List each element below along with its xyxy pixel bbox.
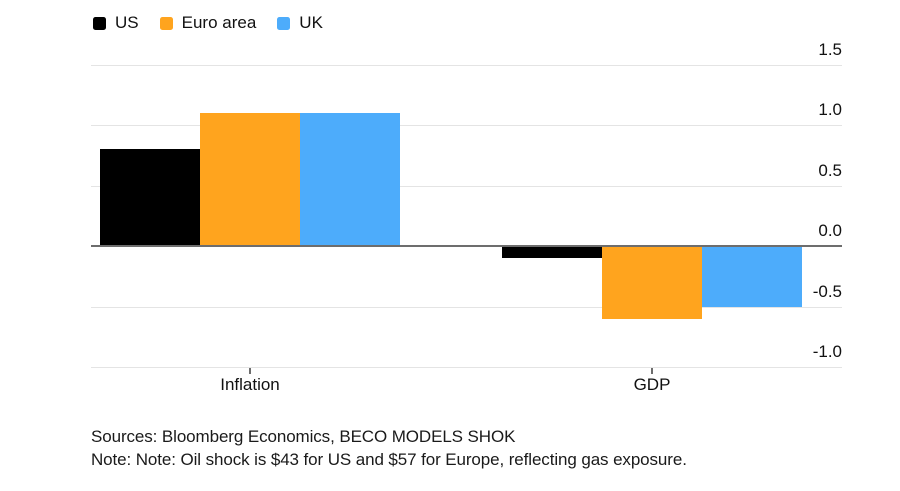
legend-label: US (115, 13, 139, 32)
bar-us-gdp (502, 246, 602, 259)
gridline-1.0 (91, 125, 842, 126)
chart-footnotes: Sources: Bloomberg Economics, BECO MODEL… (91, 425, 687, 471)
legend-item-us: US (93, 11, 139, 35)
legend-item-euro-area: Euro area (159, 11, 257, 35)
bar-euro-area-gdp (602, 246, 702, 319)
bar-uk-inflation (300, 112, 400, 246)
y-axis-label-0.5: 0.5 (818, 160, 842, 180)
x-axis-label-gdp: GDP (633, 375, 671, 394)
bar-euro-area-inflation (200, 112, 300, 246)
note-line: Note: Note: Oil shock is $43 for US and … (91, 450, 687, 469)
y-axis-label--1.0: -1.0 (812, 342, 842, 361)
gridline-1.5 (91, 64, 842, 66)
x-axis-tick-inflation (249, 367, 251, 374)
legend-label: UK (299, 13, 323, 32)
legend-swatch-uk (277, 16, 291, 30)
gridline--0.5 (91, 306, 842, 308)
gridline-0.5 (91, 185, 842, 187)
zero-axis-line (91, 245, 842, 247)
legend-swatch-us (93, 16, 106, 30)
y-axis-label-0.0: 0.0 (818, 221, 842, 240)
y-axis-label-1.0: 1.0 (818, 100, 842, 119)
gridline--1.0 (91, 367, 842, 368)
bar-uk-gdp (702, 246, 802, 307)
bar-us-inflation (100, 149, 200, 246)
x-axis-tick-gdp (651, 367, 653, 374)
y-axis-label-1.5: 1.5 (818, 39, 842, 59)
legend-label: Euro area (181, 13, 257, 32)
sources-line: Sources: Bloomberg Economics, BECO MODEL… (91, 427, 516, 446)
x-axis-label-inflation: Inflation (220, 375, 280, 394)
legend: US Euro area UK (93, 11, 323, 35)
legend-swatch-euro-area (159, 16, 173, 30)
y-axis-label--0.5: -0.5 (812, 281, 842, 301)
legend-item-uk: UK (277, 11, 323, 35)
